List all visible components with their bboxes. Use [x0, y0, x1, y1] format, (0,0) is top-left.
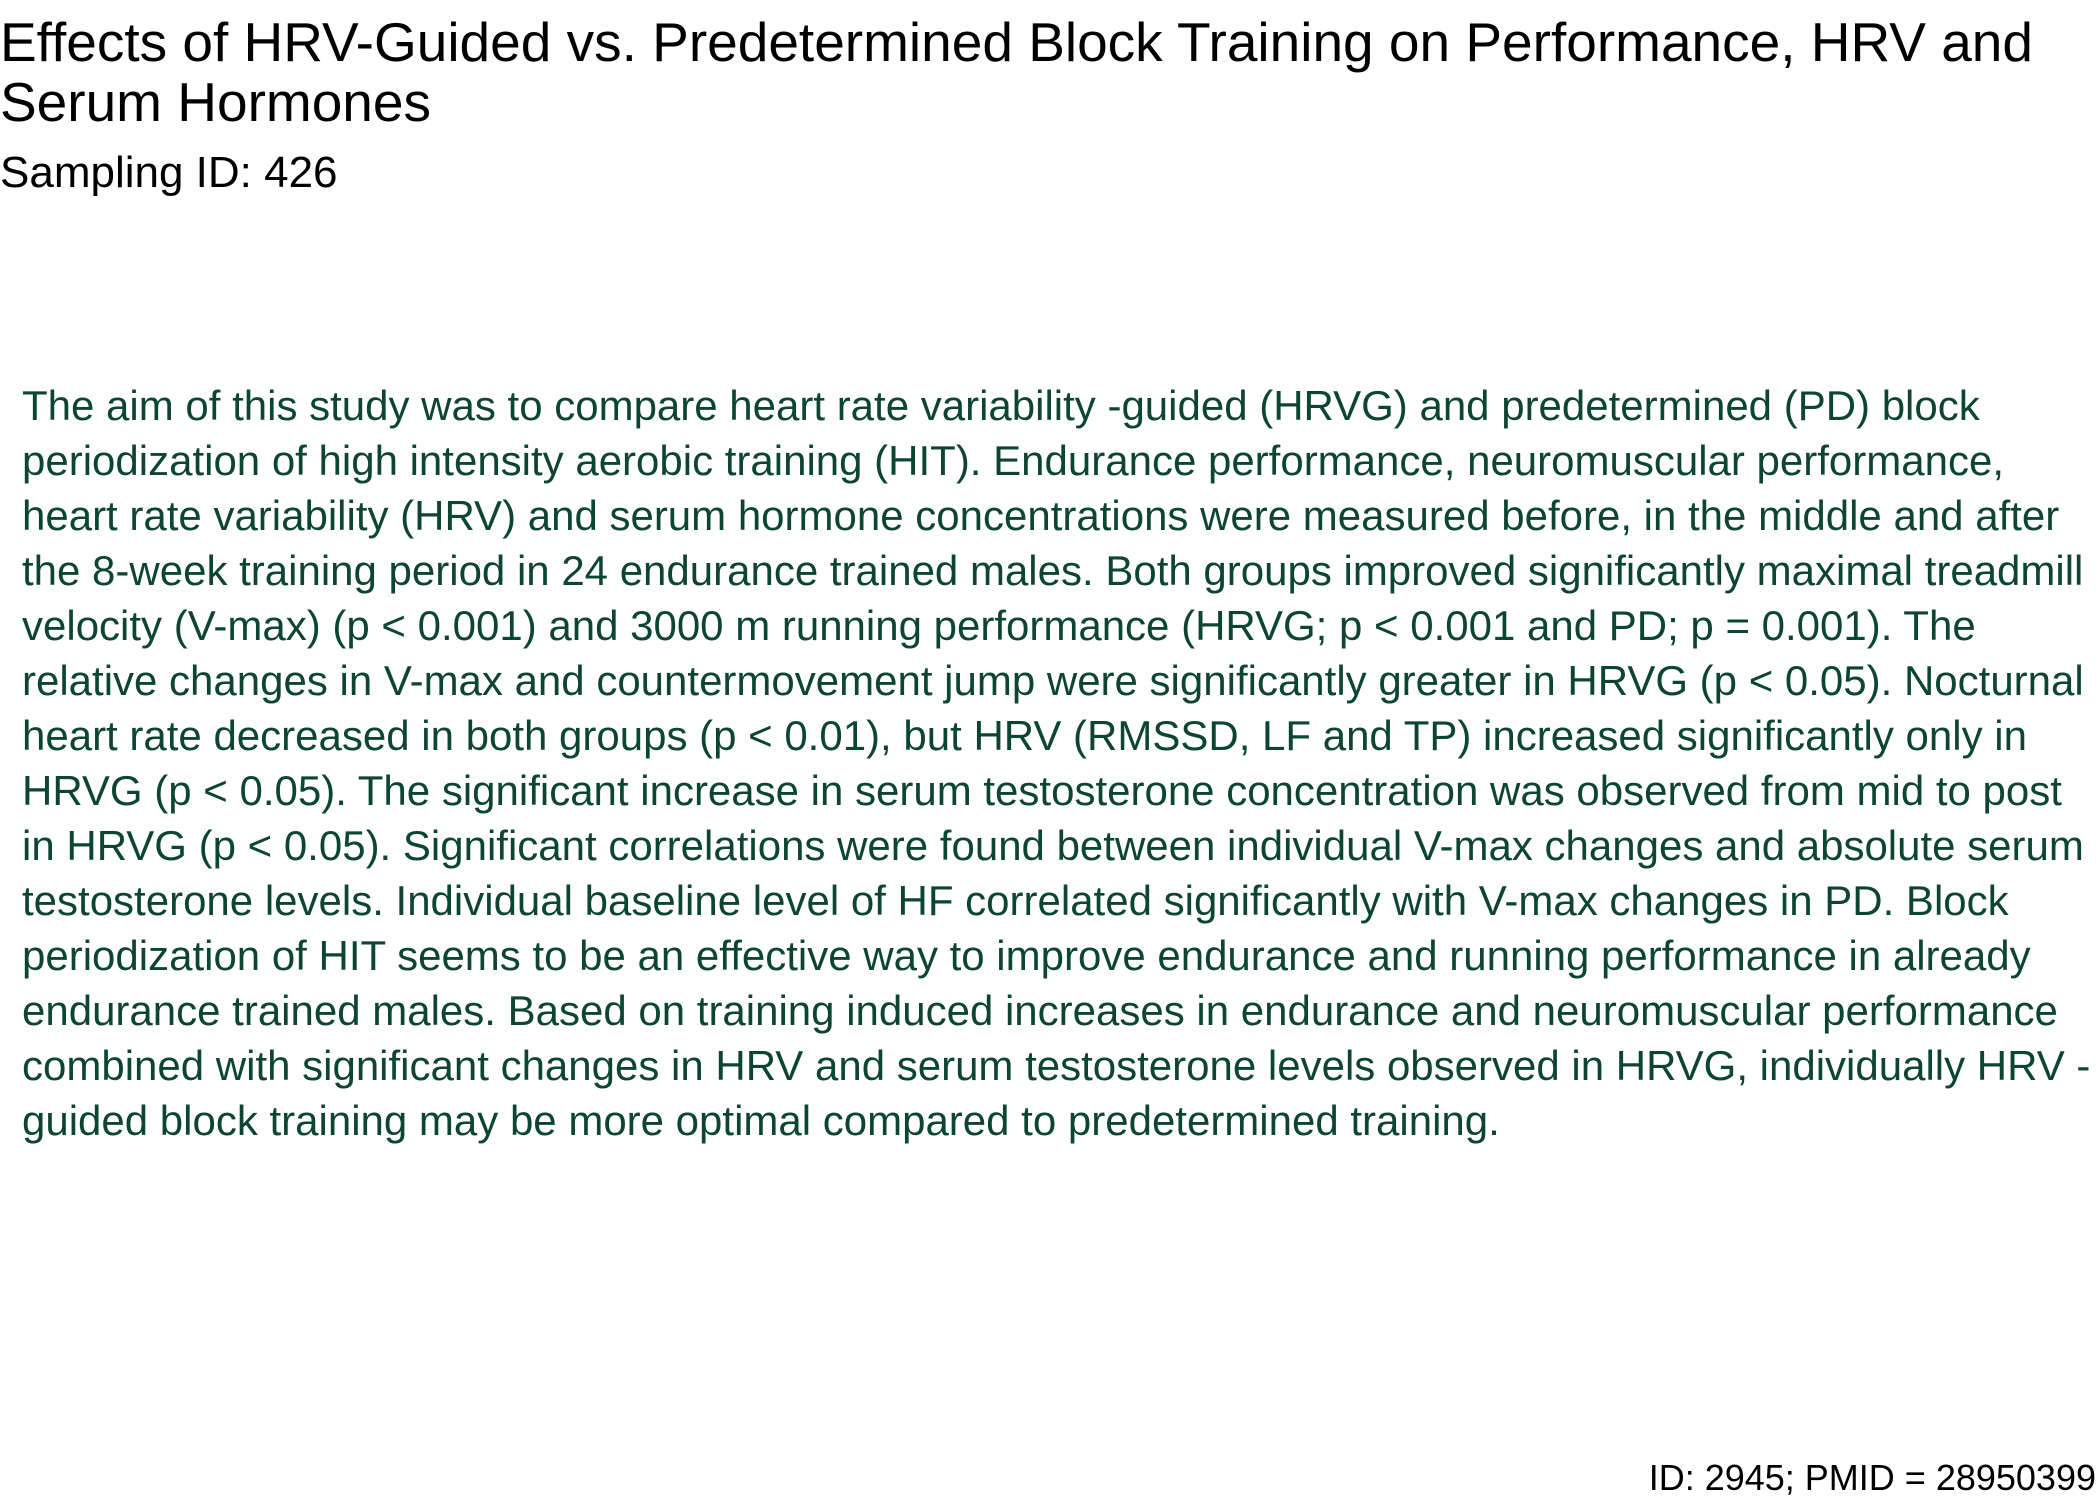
document-id-footer: ID: 2945; PMID = 28950399 [1648, 1457, 2096, 1498]
abstract-text: The aim of this study was to compare hea… [22, 382, 2091, 1144]
document-title: Effects of HRV-Guided vs. Predetermined … [0, 11, 2033, 133]
sampling-id: Sampling ID: 426 [0, 148, 338, 197]
